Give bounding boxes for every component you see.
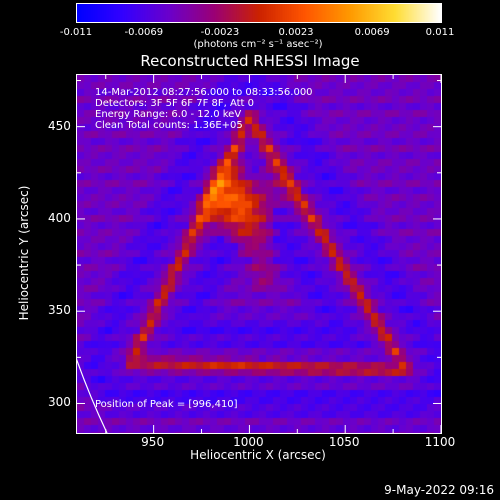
y-tick-label: 400 [48, 210, 71, 225]
annotation-clean-counts: Clean Total counts: 1.36E+05 [95, 120, 243, 131]
y-tick-label: 350 [48, 303, 71, 318]
colorbar-tick-label: -0.011 [59, 27, 93, 38]
annotation-detectors: Detectors: 3F 5F 6F 7F 8F, Att 0 [95, 98, 255, 109]
limb-overlay [77, 75, 441, 433]
chart-title: Reconstructed RHESSI Image [140, 52, 360, 70]
colorbar-tick-label: 0.0069 [354, 27, 390, 38]
y-axis-label: Heliocentric Y (arcsec) [17, 185, 31, 321]
colorbar-tick-label: 0.011 [425, 27, 455, 38]
solar-limb-arc [77, 358, 108, 433]
x-tick-label: 950 [141, 435, 165, 449]
peak-position-label: Position of Peak = [996,410] [95, 399, 238, 410]
colorbar-gradient [77, 4, 441, 22]
plot-area: 14-Mar-2012 08:27:56.000 to 08:33:56.000… [76, 74, 442, 434]
x-tick-label: 1100 [424, 435, 456, 449]
colorbar-tick-label: 0.0023 [278, 27, 314, 38]
y-tick-label: 300 [48, 395, 71, 410]
x-tick-label: 1050 [328, 435, 360, 449]
render-timestamp: 9-May-2022 09:16 [384, 483, 494, 497]
y-tick-label: 450 [48, 118, 71, 133]
heatmap-image [77, 75, 441, 433]
x-axis-label: Heliocentric X (arcsec) [190, 448, 326, 462]
annotation-energy-range: Energy Range: 6.0 - 12.0 keV [95, 109, 242, 120]
colorbar-tick-label: -0.0069 [124, 27, 164, 38]
annotation-time-range: 14-Mar-2012 08:27:56.000 to 08:33:56.000 [95, 87, 313, 98]
x-tick-label: 1000 [233, 435, 264, 449]
colorbar-unit-label: (photons cm⁻² s⁻¹ asec⁻²) [193, 39, 323, 50]
colorbar-tick-label: -0.0023 [200, 27, 240, 38]
colorbar [76, 3, 442, 23]
